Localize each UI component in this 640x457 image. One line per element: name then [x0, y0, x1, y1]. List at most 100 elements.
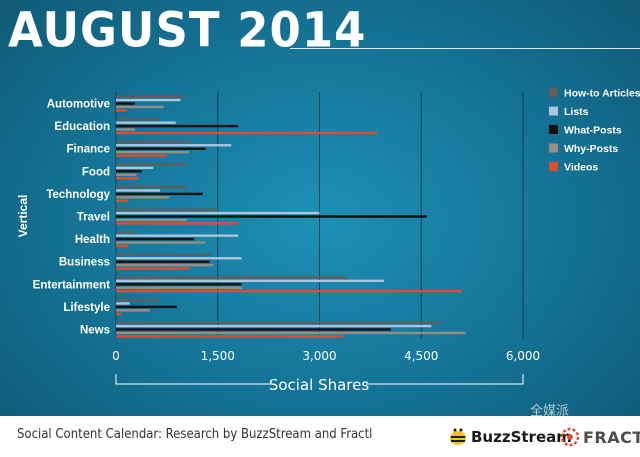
bar-entertainment-how-to-articles	[116, 276, 347, 279]
x-tick-label: 4,500	[404, 349, 438, 363]
bar-finance-why-posts	[116, 150, 190, 154]
bar-entertainment-why-posts	[116, 286, 242, 289]
bar-travel-lists	[116, 211, 320, 215]
bar-entertainment-videos	[116, 290, 462, 293]
bar-chart: Automotive Education Finance Food Technology…	[16, 88, 640, 394]
bee-icon	[450, 428, 466, 445]
legend-swatch	[549, 106, 558, 116]
bar-entertainment-lists	[116, 279, 384, 283]
bars	[116, 95, 466, 338]
bar-technology-why-posts	[116, 196, 169, 199]
legend-label: Why-Posts	[564, 143, 618, 155]
category-label: Automotive	[47, 99, 110, 111]
x-tick-label: 3,000	[302, 349, 336, 363]
bar-finance-videos	[116, 154, 167, 157]
category-label: Lifestyle	[63, 302, 110, 314]
bar-health-what-posts	[116, 237, 195, 241]
bar-news-lists	[116, 324, 432, 328]
fractl-wordmark: FRACTL	[583, 427, 640, 447]
bar-education-what-posts	[116, 124, 239, 128]
category-labels: Automotive Education Finance Food Technology…	[33, 99, 111, 337]
bar-food-lists	[116, 166, 154, 170]
bar-automotive-how-to-articles	[116, 95, 184, 98]
bar-technology-videos	[116, 199, 129, 202]
bar-finance-what-posts	[116, 147, 206, 150]
bar-technology-what-posts	[116, 192, 203, 196]
bar-food-videos	[116, 177, 139, 180]
bar-health-how-to-articles	[116, 231, 135, 234]
bar-lifestyle-why-posts	[116, 309, 150, 312]
bar-business-why-posts	[116, 263, 214, 267]
category-label: Entertainment	[33, 279, 110, 291]
bar-health-why-posts	[116, 241, 206, 244]
bar-travel-why-posts	[116, 218, 188, 222]
x-axis-label: Social Shares	[269, 376, 370, 394]
category-label: Business	[59, 257, 110, 269]
legend-swatch	[549, 125, 558, 134]
bar-food-what-posts	[116, 170, 142, 173]
bar-health-lists	[116, 234, 239, 237]
legend-swatch	[549, 143, 558, 153]
bar-education-how-to-articles	[116, 118, 161, 121]
bar-lifestyle-videos	[116, 312, 122, 315]
category-label: Education	[54, 121, 110, 133]
category-label: News	[80, 325, 110, 337]
category-label: Travel	[77, 212, 110, 224]
bar-entertainment-what-posts	[116, 283, 242, 286]
bar-food-how-to-articles	[116, 163, 188, 166]
bar-travel-videos	[116, 222, 239, 225]
legend-label: Lists	[564, 106, 589, 118]
x-tick-label: 6,000	[506, 349, 540, 363]
category-label: Food	[82, 166, 110, 178]
bar-health-videos	[116, 244, 129, 248]
watermark-text: 全媒派	[530, 404, 570, 419]
bar-lifestyle-what-posts	[116, 305, 178, 309]
bar-travel-how-to-articles	[116, 208, 218, 211]
fractl-logo: FRACTL	[560, 426, 640, 448]
bar-automotive-why-posts	[116, 105, 164, 109]
legend-label: What-Posts	[564, 125, 622, 137]
bar-news-videos	[116, 335, 344, 338]
category-label: Finance	[67, 144, 110, 156]
title-rule	[290, 48, 640, 49]
legend-swatch	[549, 162, 558, 171]
y-axis-label: Vertical	[16, 195, 30, 238]
footer: Social Content Calendar: Research by Buz…	[0, 416, 640, 457]
bar-news-what-posts	[116, 328, 391, 331]
bar-travel-what-posts	[116, 215, 427, 218]
legend-swatch	[549, 88, 558, 97]
bar-lifestyle-how-to-articles	[116, 298, 161, 302]
fractl-emblem-icon	[560, 427, 580, 447]
x-tick-label: 0	[112, 349, 120, 363]
bar-automotive-lists	[116, 98, 181, 102]
grid-lines	[115, 92, 524, 338]
bar-automotive-videos	[116, 109, 127, 112]
bar-finance-lists	[116, 144, 232, 147]
bar-business-videos	[116, 267, 190, 270]
x-tick-labels: 0 1,500 3,000 4,500 6,000	[112, 349, 540, 363]
bar-finance-how-to-articles	[116, 140, 191, 143]
bar-business-lists	[116, 257, 242, 260]
bar-news-how-to-articles	[116, 321, 442, 324]
legend-label: How-to Articles	[564, 88, 640, 100]
category-label: Technology	[46, 189, 110, 201]
bar-education-videos	[116, 131, 378, 135]
bar-automotive-what-posts	[116, 102, 135, 105]
buzzstream-logo: BuzzStream	[448, 426, 572, 448]
bar-business-how-to-articles	[116, 253, 211, 256]
bar-technology-how-to-articles	[116, 185, 188, 189]
bar-education-lists	[116, 121, 176, 124]
category-label: Health	[75, 234, 110, 246]
bar-business-what-posts	[116, 260, 210, 263]
x-axis-bracket	[115, 374, 524, 385]
legend-label: Videos	[564, 162, 598, 174]
buzzstream-wordmark: BuzzStream	[471, 428, 572, 446]
bar-education-why-posts	[116, 128, 135, 131]
bar-technology-lists	[116, 189, 161, 192]
bar-news-why-posts	[116, 331, 466, 335]
footer-credit: Social Content Calendar: Research by Buz…	[17, 427, 373, 442]
bar-food-why-posts	[116, 173, 137, 176]
bar-lifestyle-lists	[116, 302, 130, 305]
legend: How-to Articles Lists What-Posts Why-Posts V…	[549, 88, 640, 174]
